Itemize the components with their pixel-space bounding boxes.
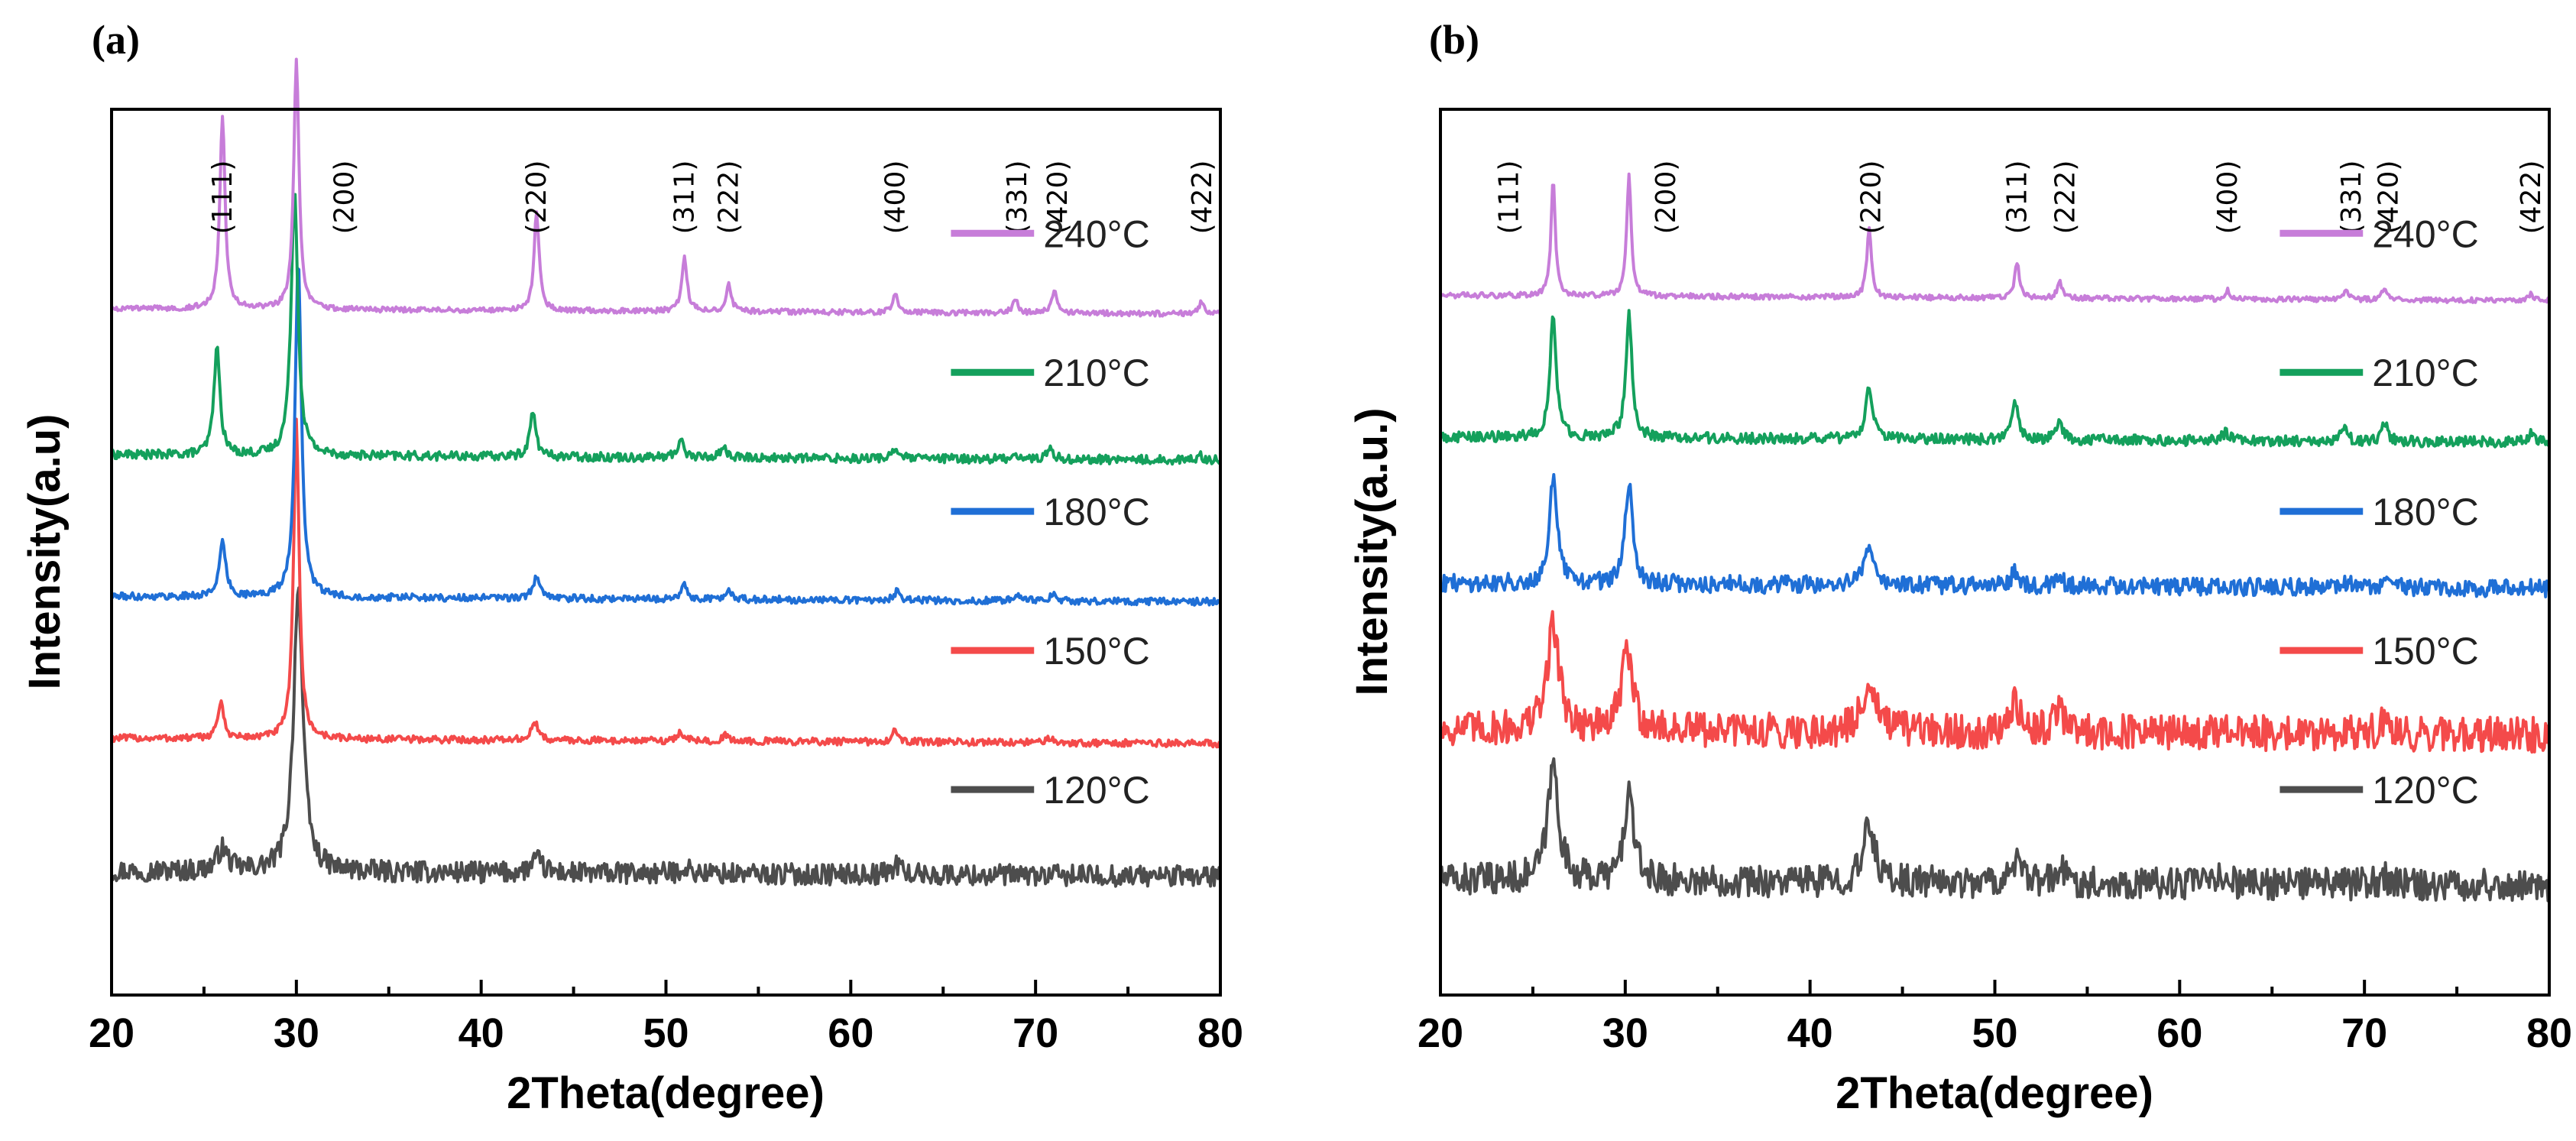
peak-label-200: (200): [1651, 160, 1682, 235]
series-120c-line: [1439, 757, 2551, 903]
legend-label-240c: 240°C: [1043, 212, 1150, 255]
x-tick-label: 20: [89, 1010, 134, 1056]
peak-label-422: (422): [1187, 160, 1218, 235]
panel-b-traces: [1439, 172, 2551, 903]
x-tick-label: 70: [2341, 1010, 2387, 1056]
x-tick-label: 50: [1972, 1010, 2017, 1056]
panel-a-legend: 240°C 210°C 180°C 150°C 120°C: [951, 212, 1150, 812]
x-tick-label: 40: [458, 1010, 504, 1056]
series-120c-line: [110, 586, 1222, 888]
x-tick-label: 30: [1602, 1010, 1648, 1056]
series-210c-line: [110, 193, 1221, 466]
panel-b: (b) (111) (200) (220) (311) (222) (400) (331)(…: [1347, 17, 2572, 1118]
legend-label-180c: 180°C: [2372, 491, 2479, 533]
panel-a-x-axis: 20 30 40 50 60 70 80: [89, 980, 1243, 1056]
series-210c-line: [1439, 309, 2551, 449]
legend-label-150c: 150°C: [2372, 630, 2479, 673]
x-tick-label: 80: [2526, 1010, 2572, 1056]
peak-label-220: (220): [521, 160, 552, 235]
x-tick-label: 20: [1418, 1010, 1463, 1056]
peak-label-111: (111): [1494, 160, 1525, 235]
panel-a-peak-labels: (111) (200) (220) (311) (222) (400) (331) (420)…: [207, 160, 1218, 235]
series-240c-line: [1440, 172, 2550, 304]
panel-a-y-axis-title: Intensity(a.u): [20, 414, 70, 690]
peak-label-311: (311): [2002, 160, 2033, 235]
x-tick-label: 60: [828, 1010, 873, 1056]
peak-label-422: (422): [2516, 160, 2547, 235]
legend-label-180c: 180°C: [1043, 491, 1150, 533]
legend-label-240c: 240°C: [2372, 212, 2479, 255]
legend-label-120c: 120°C: [2372, 769, 2479, 812]
peak-label-331: (331): [1002, 160, 1033, 235]
panel-b-legend: 240°C 210°C 180°C 150°C 120°C: [2280, 212, 2479, 812]
peak-label-222: (222): [2049, 160, 2081, 235]
x-tick-label: 50: [643, 1010, 689, 1056]
legend-label-120c: 120°C: [1043, 769, 1150, 812]
x-tick-label: 60: [2156, 1010, 2202, 1056]
panel-b-peak-labels: (111) (200) (220) (311) (222) (400) (331) (420)…: [1494, 160, 2547, 235]
x-tick-label: 80: [1197, 1010, 1243, 1056]
panel-a-x-axis-title: 2Theta(degree): [507, 1068, 825, 1118]
series-150c-line: [110, 417, 1221, 749]
peak-label-331: (331): [2336, 160, 2367, 235]
peak-label-420: (420): [1042, 160, 1074, 235]
panel-a: (a) (111) (200) (220) (311) (222) (400) (331)(…: [20, 17, 1243, 1118]
x-tick-label: 30: [274, 1010, 319, 1056]
peak-label-220: (220): [1856, 160, 1887, 235]
legend-label-210c: 210°C: [1043, 352, 1150, 394]
peak-label-222: (222): [714, 160, 745, 235]
panel-b-x-axis-title: 2Theta(degree): [1836, 1068, 2153, 1118]
panel-b-label: (b): [1429, 17, 1479, 63]
x-tick-label: 70: [1013, 1010, 1058, 1056]
series-180c-line: [111, 267, 1222, 607]
panel-b-y-axis-title: Intensity(a.u.): [1347, 407, 1397, 695]
peak-label-200: (200): [329, 160, 361, 235]
series-240c-line: [110, 57, 1222, 318]
legend-label-150c: 150°C: [1043, 630, 1150, 673]
series-150c-line: [1439, 610, 2551, 754]
peak-label-420: (420): [2373, 160, 2405, 235]
peak-label-400: (400): [2212, 160, 2244, 235]
peak-label-311: (311): [669, 160, 701, 235]
panel-b-x-axis: 20 30 40 50 60 70 80: [1418, 980, 2572, 1056]
x-tick-label: 40: [1787, 1010, 1833, 1056]
peak-label-111: (111): [207, 160, 238, 235]
legend-label-210c: 210°C: [2372, 352, 2479, 394]
panel-a-label: (a): [92, 17, 140, 63]
series-180c-line: [1439, 473, 2551, 598]
panel-a-traces: [110, 57, 1222, 888]
peak-label-400: (400): [880, 160, 911, 235]
